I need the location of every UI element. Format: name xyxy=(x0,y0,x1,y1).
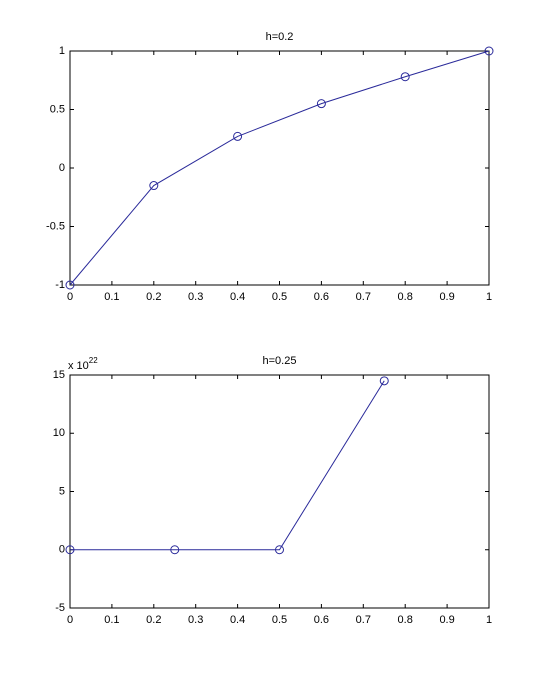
y-tick-label: 15 xyxy=(53,369,65,381)
y-tick-label: -0.5 xyxy=(46,220,65,232)
x-tick-label: 1 xyxy=(486,614,492,626)
y-tick-label: -5 xyxy=(55,602,65,614)
y-tick-label: 0 xyxy=(59,544,65,556)
series-line xyxy=(70,380,385,551)
x-tick-label: 0.2 xyxy=(146,291,161,303)
x-tick-label: 0.9 xyxy=(439,291,454,303)
x-tick-label: 0.4 xyxy=(230,291,245,303)
data-point xyxy=(170,545,180,555)
multiplier-base: x 10 xyxy=(68,360,89,372)
x-tick-label: 0.8 xyxy=(398,614,413,626)
y-tick-label: 0.5 xyxy=(50,103,65,115)
data-point xyxy=(233,131,243,141)
chart-title: h=0.25 xyxy=(263,355,297,367)
x-tick-label: 0.1 xyxy=(104,291,119,303)
data-point xyxy=(316,99,326,109)
x-tick-label: 0 xyxy=(67,291,73,303)
data-point xyxy=(149,181,159,191)
y-tick-label: 1 xyxy=(59,45,65,57)
x-tick-label: 0.7 xyxy=(356,614,371,626)
x-tick-label: 0.4 xyxy=(230,614,245,626)
chart-title: h=0.2 xyxy=(266,31,294,43)
x-tick-label: 1 xyxy=(486,291,492,303)
plot-area xyxy=(69,374,490,609)
y-tick-label: 0 xyxy=(59,162,65,174)
y-tick-label: 5 xyxy=(59,485,65,497)
data-point xyxy=(65,545,75,555)
x-tick-label: 0.2 xyxy=(146,614,161,626)
x-tick-label: 0.1 xyxy=(104,614,119,626)
axis-multiplier: x 1022 xyxy=(68,356,98,372)
x-tick-label: 0.8 xyxy=(398,291,413,303)
x-tick-label: 0 xyxy=(67,614,73,626)
x-tick-label: 0.5 xyxy=(272,614,287,626)
x-tick-label: 0.3 xyxy=(188,614,203,626)
multiplier-exponent: 22 xyxy=(89,356,98,365)
x-tick-label: 0.6 xyxy=(314,614,329,626)
series-line xyxy=(69,50,490,286)
x-tick-label: 0.5 xyxy=(272,291,287,303)
data-point xyxy=(275,545,284,555)
x-tick-label: 0.3 xyxy=(188,291,203,303)
data-point xyxy=(65,280,75,290)
y-tick-label: 10 xyxy=(53,427,65,439)
plot-area xyxy=(69,50,490,286)
data-point xyxy=(379,376,389,386)
data-point xyxy=(484,46,494,56)
x-tick-label: 0.6 xyxy=(314,291,329,303)
data-point xyxy=(400,72,410,82)
x-tick-label: 0.7 xyxy=(356,291,371,303)
y-tick-label: -1 xyxy=(55,279,65,291)
x-tick-label: 0.9 xyxy=(439,614,454,626)
